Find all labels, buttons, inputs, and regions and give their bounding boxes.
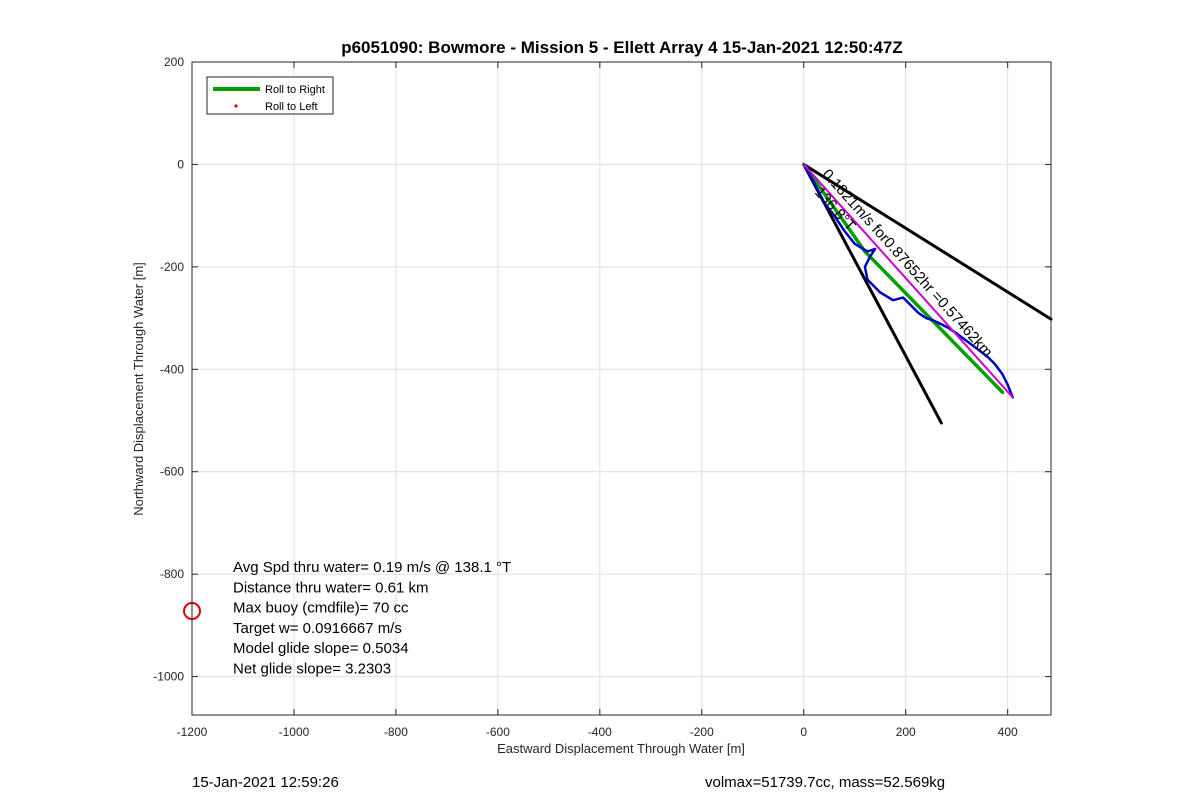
current-label: 0.1821m/s for0.87652hr =0.57462km <box>819 166 996 361</box>
x-tick-label: -1200 <box>177 725 208 739</box>
legend-label: Roll to Left <box>265 101 318 113</box>
x-tick-label: -1000 <box>279 725 310 739</box>
y-tick-label: 0 <box>177 157 184 171</box>
axes-box <box>191 61 1052 716</box>
x-tick-label: 400 <box>998 725 1018 739</box>
y-tick-label: -800 <box>160 567 184 581</box>
x-tick-label: -400 <box>588 725 612 739</box>
stats-text-block: Avg Spd thru water= 0.19 m/s @ 138.1 °T D… <box>233 559 511 678</box>
legend-box <box>206 76 334 115</box>
grid-lines <box>191 61 1051 715</box>
chart-title: p6051090: Bowmore - Mission 5 - Ellett A… <box>341 38 903 57</box>
stats-line: Distance thru water= 0.61 km <box>233 579 429 596</box>
y-tick-label: 200 <box>164 55 184 69</box>
y-tick-label: -200 <box>160 260 184 274</box>
stats-line: Net glide slope= 3.2303 <box>233 661 391 678</box>
x-tick-label: -800 <box>384 725 408 739</box>
y-axis-label: Northward Displacement Through Water [m] <box>131 262 146 516</box>
legend-label: Roll to Right <box>265 84 325 96</box>
stats-line: Max buoy (cmdfile)= 70 cc <box>233 600 409 617</box>
legend-swatch-dot <box>234 104 238 108</box>
footer-timestamp: 15-Jan-2021 12:59:26 <box>192 774 339 791</box>
stats-line: Avg Spd thru water= 0.19 m/s @ 138.1 °T <box>233 559 511 576</box>
legend: Roll to Right Roll to Left <box>206 76 334 115</box>
footer-params: volmax=51739.7cc, mass=52.569kg <box>705 774 946 791</box>
y-tick-label: -600 <box>160 465 184 479</box>
depth-average-current-line <box>802 163 1014 399</box>
x-tick-label: 200 <box>896 725 916 739</box>
x-tick-label: -600 <box>486 725 510 739</box>
stats-line: Target w= 0.0916667 m/s <box>233 620 402 637</box>
glider-track <box>802 163 1015 399</box>
roll-right-track <box>802 162 1005 395</box>
y-tick-label: -1000 <box>153 670 184 684</box>
stats-line: Model glide slope= 0.5034 <box>233 640 409 657</box>
cone-line-1 <box>802 162 1053 321</box>
x-axis-label: Eastward Displacement Through Water [m] <box>497 741 745 756</box>
y-tick-label: -400 <box>160 362 184 376</box>
x-tick-label: 0 <box>800 725 807 739</box>
tick-layer: -1200 -1000 -800 -600 -400 -200 0 200 400 200 0 -20… <box>153 55 1051 739</box>
x-tick-label: -200 <box>690 725 714 739</box>
